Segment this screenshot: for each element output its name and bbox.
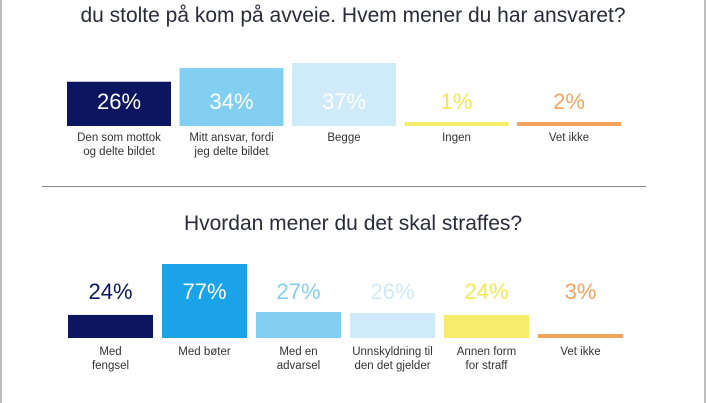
bar-med-fengsel	[68, 314, 153, 338]
value-label-begge: 37%	[322, 89, 366, 114]
frame-left-border	[0, 0, 2, 403]
bar-med-boter	[162, 264, 247, 338]
value-label-med-boter: 77%	[182, 279, 226, 304]
bar-ingen	[404, 122, 509, 126]
value-label-vet-ikke: 3%	[565, 279, 597, 304]
category-label-vet-ikke: Vet ikke	[560, 346, 601, 358]
category-label-vet-ikke: Vet ikke	[548, 132, 590, 144]
category-label-annen-form-for-straff: Annen form for straff	[456, 346, 517, 372]
category-label-med-boter: Med bøter	[178, 346, 231, 358]
section-divider	[42, 186, 646, 187]
value-label-den-som-mottok-og-delte-bildet: 26%	[97, 89, 141, 114]
bar-vet-ikke	[517, 122, 621, 126]
question-2-title: Hvordan mener du det skal straffes?	[183, 212, 523, 235]
bar-den-som-mottok-og-delte-bildet	[67, 81, 171, 126]
category-label-med-fengsel: Med fengsel	[91, 346, 130, 372]
value-label-unnskyldning-til-den-det-gjelder: 26%	[370, 279, 414, 304]
category-label-begge: Begge	[327, 132, 361, 144]
punishment-bar-chart: 24% 77% 27% 26% 24% 3%	[68, 264, 623, 338]
frame-right-border	[704, 0, 706, 403]
category-label-unnskyldning-til-den-det-gjelder: Unnskyldning til den det gjelder	[352, 346, 433, 372]
responsibility-bar-chart: 26% 34% 37% 1% 2%	[67, 63, 621, 126]
bar-med-en-advarsel	[256, 312, 341, 338]
category-label-med-en-advarsel: Med en advarsel	[276, 346, 321, 372]
category-label-ingen: Ingen	[442, 132, 471, 144]
category-label-mitt-ansvar-fordi-jeg-delte-bildet: Mitt ansvar, fordi jeg delte bildet	[189, 132, 274, 158]
value-label-med-fengsel: 24%	[88, 279, 132, 304]
value-label-annen-form-for-straff: 24%	[464, 279, 508, 304]
value-label-ingen: 1%	[441, 89, 473, 114]
question-1-title: du stolte på kom på avveie. Hvem mener d…	[80, 4, 626, 27]
value-label-mitt-ansvar-fordi-jeg-delte-bildet: 34%	[209, 89, 253, 114]
bar-unnskyldning-til-den-det-gjelder	[350, 313, 435, 338]
value-label-vet-ikke: 2%	[553, 89, 585, 114]
bar-annen-form-for-straff	[444, 314, 529, 338]
value-label-med-en-advarsel: 27%	[276, 279, 320, 304]
bar-mitt-ansvar-fordi-jeg-delte-bildet	[179, 68, 284, 126]
category-label-den-som-mottok-og-delte-bildet: Den som mottok og delte bildet	[77, 132, 161, 158]
bar-vet-ikke	[538, 334, 623, 338]
bar-begge	[292, 63, 396, 126]
